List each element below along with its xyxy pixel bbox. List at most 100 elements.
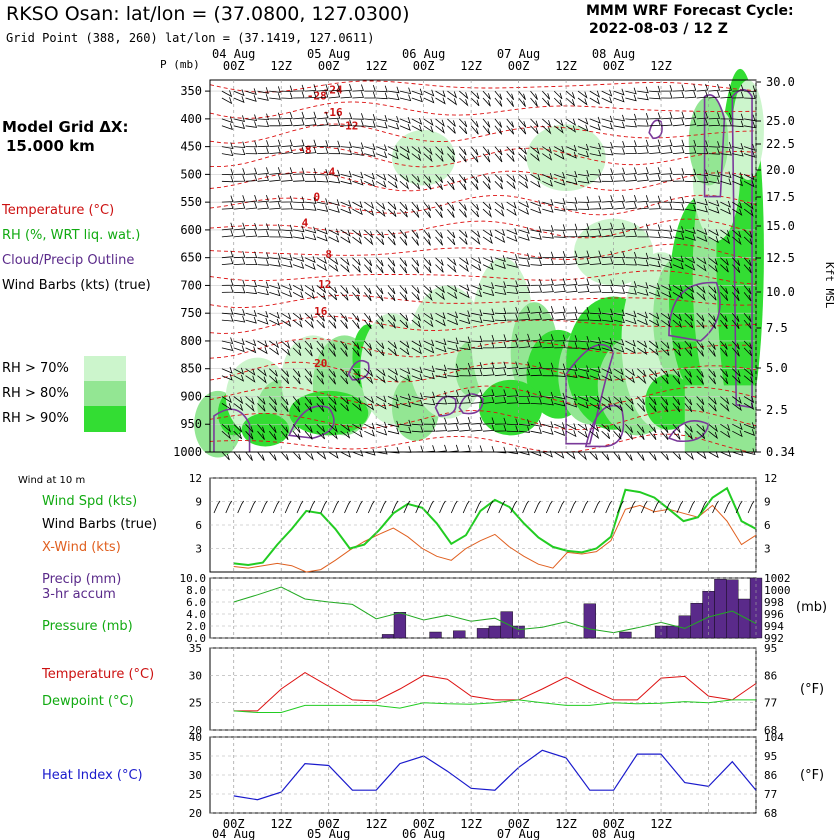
wind-barb bbox=[708, 206, 720, 214]
wind-barb bbox=[566, 364, 578, 372]
wind-barb bbox=[281, 224, 293, 232]
time-hour-label-top: 12Z bbox=[650, 59, 672, 73]
wind-barb bbox=[720, 403, 730, 412]
surface-wind-barb bbox=[391, 500, 399, 514]
wind-barb bbox=[494, 174, 503, 183]
wind-barb bbox=[672, 430, 681, 440]
temperature-contour-label: 16 bbox=[314, 305, 328, 318]
wind-barb bbox=[696, 140, 709, 147]
temp-tick-c: 35 bbox=[189, 642, 202, 655]
wind-barb bbox=[387, 86, 400, 94]
surface-wind-barb bbox=[462, 500, 470, 514]
wind-barb bbox=[518, 227, 530, 234]
wind-tick-right: 12 bbox=[764, 472, 777, 485]
wind-barb bbox=[482, 315, 495, 322]
wind-barb bbox=[245, 167, 258, 175]
legend-barbs: Wind Barbs (kts) (true) bbox=[2, 278, 151, 293]
cloud-outline bbox=[458, 393, 484, 415]
wind-barb bbox=[387, 347, 398, 357]
wind-barb bbox=[316, 368, 325, 378]
wind-barb bbox=[483, 341, 495, 349]
pressure-tick-label: 850 bbox=[180, 362, 202, 376]
wind-barb bbox=[269, 174, 281, 182]
height-tick-label: 2.5 bbox=[766, 403, 788, 417]
wind-barb bbox=[743, 319, 752, 329]
wind-barb bbox=[696, 312, 705, 322]
wind-barb bbox=[423, 229, 431, 239]
wind-barb bbox=[720, 285, 729, 294]
wind-barb bbox=[708, 319, 716, 329]
wind-barb bbox=[340, 112, 353, 120]
wind-barb bbox=[233, 279, 246, 287]
wind-barb bbox=[328, 347, 336, 357]
wind-barb bbox=[257, 252, 270, 259]
wind-barb bbox=[494, 307, 507, 315]
surface-wind-barb bbox=[735, 500, 743, 514]
wind-barb bbox=[542, 285, 554, 293]
wind-barb bbox=[340, 450, 351, 458]
wind-barb bbox=[530, 369, 543, 377]
wind-barb bbox=[530, 312, 542, 321]
wind-barb bbox=[589, 202, 602, 210]
wind-barb bbox=[352, 375, 361, 384]
wind-barb bbox=[625, 368, 635, 377]
wind-barb bbox=[732, 229, 742, 239]
pressure-tick: 1000 bbox=[764, 584, 791, 597]
wind-barb bbox=[470, 290, 483, 298]
surface-wind-barb bbox=[676, 500, 684, 514]
wind-barb bbox=[637, 289, 649, 296]
grid-point-label: Grid Point (388, 260) lat/lon = (37.1419… bbox=[6, 31, 375, 45]
pressure-tick-label: 450 bbox=[180, 140, 202, 154]
wind-barb bbox=[648, 312, 660, 320]
wind-barb bbox=[328, 147, 341, 155]
wind-barb bbox=[399, 393, 412, 401]
wind-barb bbox=[554, 152, 565, 160]
wind-barb bbox=[316, 168, 329, 176]
wind-barb bbox=[554, 278, 566, 286]
wind-barb bbox=[352, 312, 360, 323]
wind-barb bbox=[577, 143, 590, 151]
wind-barb bbox=[732, 257, 741, 266]
wind-barb bbox=[566, 204, 578, 211]
wind-barb bbox=[316, 175, 329, 183]
wind-barb bbox=[376, 144, 388, 152]
wind-barb bbox=[257, 140, 270, 147]
wind-barb bbox=[554, 363, 566, 371]
wind-barb bbox=[364, 264, 373, 274]
legend-cloud: Cloud/Precip Outline bbox=[2, 253, 135, 268]
time-hour-label-top: 00Z bbox=[223, 59, 245, 73]
time-hour-label-top: 12Z bbox=[460, 59, 482, 73]
wind-barb bbox=[672, 226, 685, 233]
wind-barb bbox=[613, 375, 624, 383]
wind-barb bbox=[293, 91, 305, 99]
wind-barb bbox=[423, 174, 432, 183]
wind-barb bbox=[375, 264, 384, 274]
wind-barb bbox=[471, 342, 483, 350]
wind-barb bbox=[281, 231, 293, 239]
wind-barb bbox=[482, 208, 492, 218]
precip-bar bbox=[393, 612, 407, 639]
date-label-bottom: 05 Aug bbox=[307, 827, 350, 840]
wind-barb bbox=[340, 207, 352, 215]
wind-barb bbox=[435, 285, 445, 294]
wind-barb bbox=[293, 232, 305, 240]
cloud-outline bbox=[668, 281, 721, 342]
wind-barb bbox=[458, 153, 467, 163]
wind-barb bbox=[376, 121, 388, 129]
wind-barb bbox=[340, 141, 353, 149]
surface-wind-barb bbox=[747, 500, 755, 514]
wind-barb bbox=[471, 335, 483, 343]
wind-tick-left: 9 bbox=[195, 496, 202, 509]
wind-barb bbox=[459, 396, 471, 404]
wind-barb bbox=[589, 278, 602, 286]
wind-barb bbox=[494, 334, 507, 342]
wind-barb bbox=[423, 146, 433, 156]
wind-barb bbox=[553, 97, 563, 107]
wind-barb bbox=[280, 430, 289, 441]
wind-barb bbox=[387, 152, 399, 160]
wind-barb bbox=[376, 114, 388, 122]
wind-barb bbox=[364, 396, 375, 404]
wind-barb bbox=[447, 97, 458, 106]
wind-barb bbox=[601, 451, 610, 461]
wind-barb bbox=[399, 367, 411, 375]
